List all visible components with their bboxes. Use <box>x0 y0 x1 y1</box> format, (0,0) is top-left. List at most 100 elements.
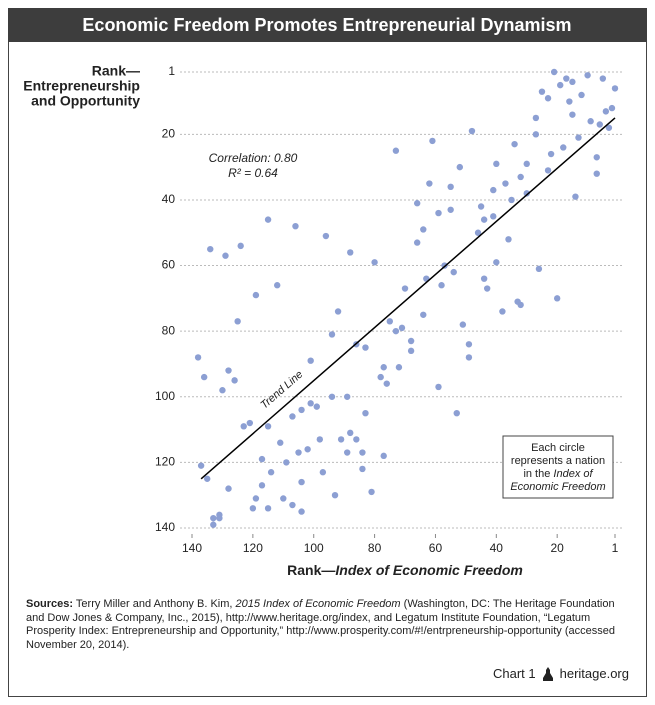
point <box>392 327 400 335</box>
point <box>328 331 336 338</box>
point <box>252 291 260 299</box>
point <box>532 131 540 138</box>
title-bar <box>8 8 647 42</box>
point <box>298 508 305 515</box>
x-axis-title-part: Rank— <box>287 562 335 578</box>
point <box>575 134 582 141</box>
point <box>465 341 473 348</box>
point <box>493 160 500 168</box>
point <box>283 459 290 466</box>
point <box>313 403 320 410</box>
point <box>456 163 463 171</box>
point <box>490 213 497 220</box>
point <box>584 72 591 79</box>
point <box>240 423 247 430</box>
point <box>264 505 272 512</box>
footer: Chart 1 heritage.org <box>493 666 629 681</box>
note-part: Each circle <box>531 442 585 454</box>
y-axis-title: Rank— <box>92 63 140 79</box>
point <box>593 154 600 161</box>
point <box>602 108 610 115</box>
point <box>544 167 552 174</box>
annotation: Correlation: 0.80 <box>209 151 298 165</box>
x-tick-label: 20 <box>551 541 565 555</box>
point <box>207 245 214 253</box>
x-tick-label: 100 <box>304 541 324 555</box>
annotation: R² = 0.64 <box>228 166 278 180</box>
point <box>505 236 512 243</box>
point <box>292 222 299 230</box>
y-tick-label: 80 <box>162 323 176 337</box>
point <box>231 377 238 384</box>
point <box>569 78 576 86</box>
point <box>377 373 384 381</box>
note-part: Economic Freedom <box>510 481 605 493</box>
point <box>258 482 266 489</box>
point <box>359 449 366 456</box>
point <box>267 469 275 476</box>
y-axis-title: and Opportunity <box>31 93 140 109</box>
point <box>435 209 442 217</box>
point <box>453 409 460 417</box>
frame <box>8 8 647 697</box>
point <box>225 485 232 492</box>
point <box>258 455 266 463</box>
point <box>480 216 488 223</box>
point <box>210 514 217 522</box>
x-tick-label: 1 <box>612 541 619 555</box>
point <box>225 367 232 374</box>
x-axis-title: Rank—Index of Economic Freedom <box>287 562 523 578</box>
y-tick-label: 1 <box>168 64 175 78</box>
note-text: represents a nation <box>511 455 605 467</box>
point <box>480 275 488 282</box>
point <box>246 419 254 427</box>
point <box>362 344 369 351</box>
point <box>553 295 561 302</box>
point <box>493 259 500 266</box>
sources: Sources: Terry Miller and Anthony B. Kim… <box>26 598 632 652</box>
point <box>547 150 555 158</box>
point <box>362 409 369 417</box>
x-tick-label: 140 <box>182 541 202 555</box>
point <box>450 268 457 276</box>
point <box>587 118 594 125</box>
logo-icon <box>542 666 553 681</box>
point <box>274 282 281 289</box>
source-text: Sources: <box>26 598 74 610</box>
point <box>383 380 390 387</box>
point <box>517 301 524 309</box>
point <box>596 121 603 128</box>
point <box>398 324 406 332</box>
point <box>550 68 558 76</box>
point <box>511 140 518 148</box>
point <box>407 337 415 345</box>
point <box>483 285 491 292</box>
x-tick-label: 40 <box>490 541 504 555</box>
point <box>401 285 409 292</box>
point <box>304 446 311 453</box>
x-tick-label: 80 <box>368 541 382 555</box>
note-box <box>502 435 614 499</box>
point <box>605 124 613 131</box>
point <box>359 465 366 473</box>
point <box>532 114 540 122</box>
point <box>219 387 226 394</box>
chart-number: Chart 1 <box>492 666 536 681</box>
point <box>569 111 576 118</box>
point <box>234 318 241 325</box>
source-text: (Washington, DC: The Heritage Foundation… <box>26 598 619 651</box>
point <box>566 98 573 105</box>
note-text: Each circle <box>531 442 585 454</box>
point <box>289 501 296 509</box>
point <box>578 91 585 99</box>
point <box>307 400 314 407</box>
point <box>593 170 600 177</box>
point <box>249 505 257 512</box>
point <box>420 311 427 318</box>
y-tick-label: 140 <box>155 520 175 534</box>
x-axis-title-part: Index of Economic Freedom <box>335 562 522 578</box>
point <box>438 282 445 289</box>
note-part: represents a nation <box>511 455 605 467</box>
y-tick-label: 20 <box>162 127 176 141</box>
